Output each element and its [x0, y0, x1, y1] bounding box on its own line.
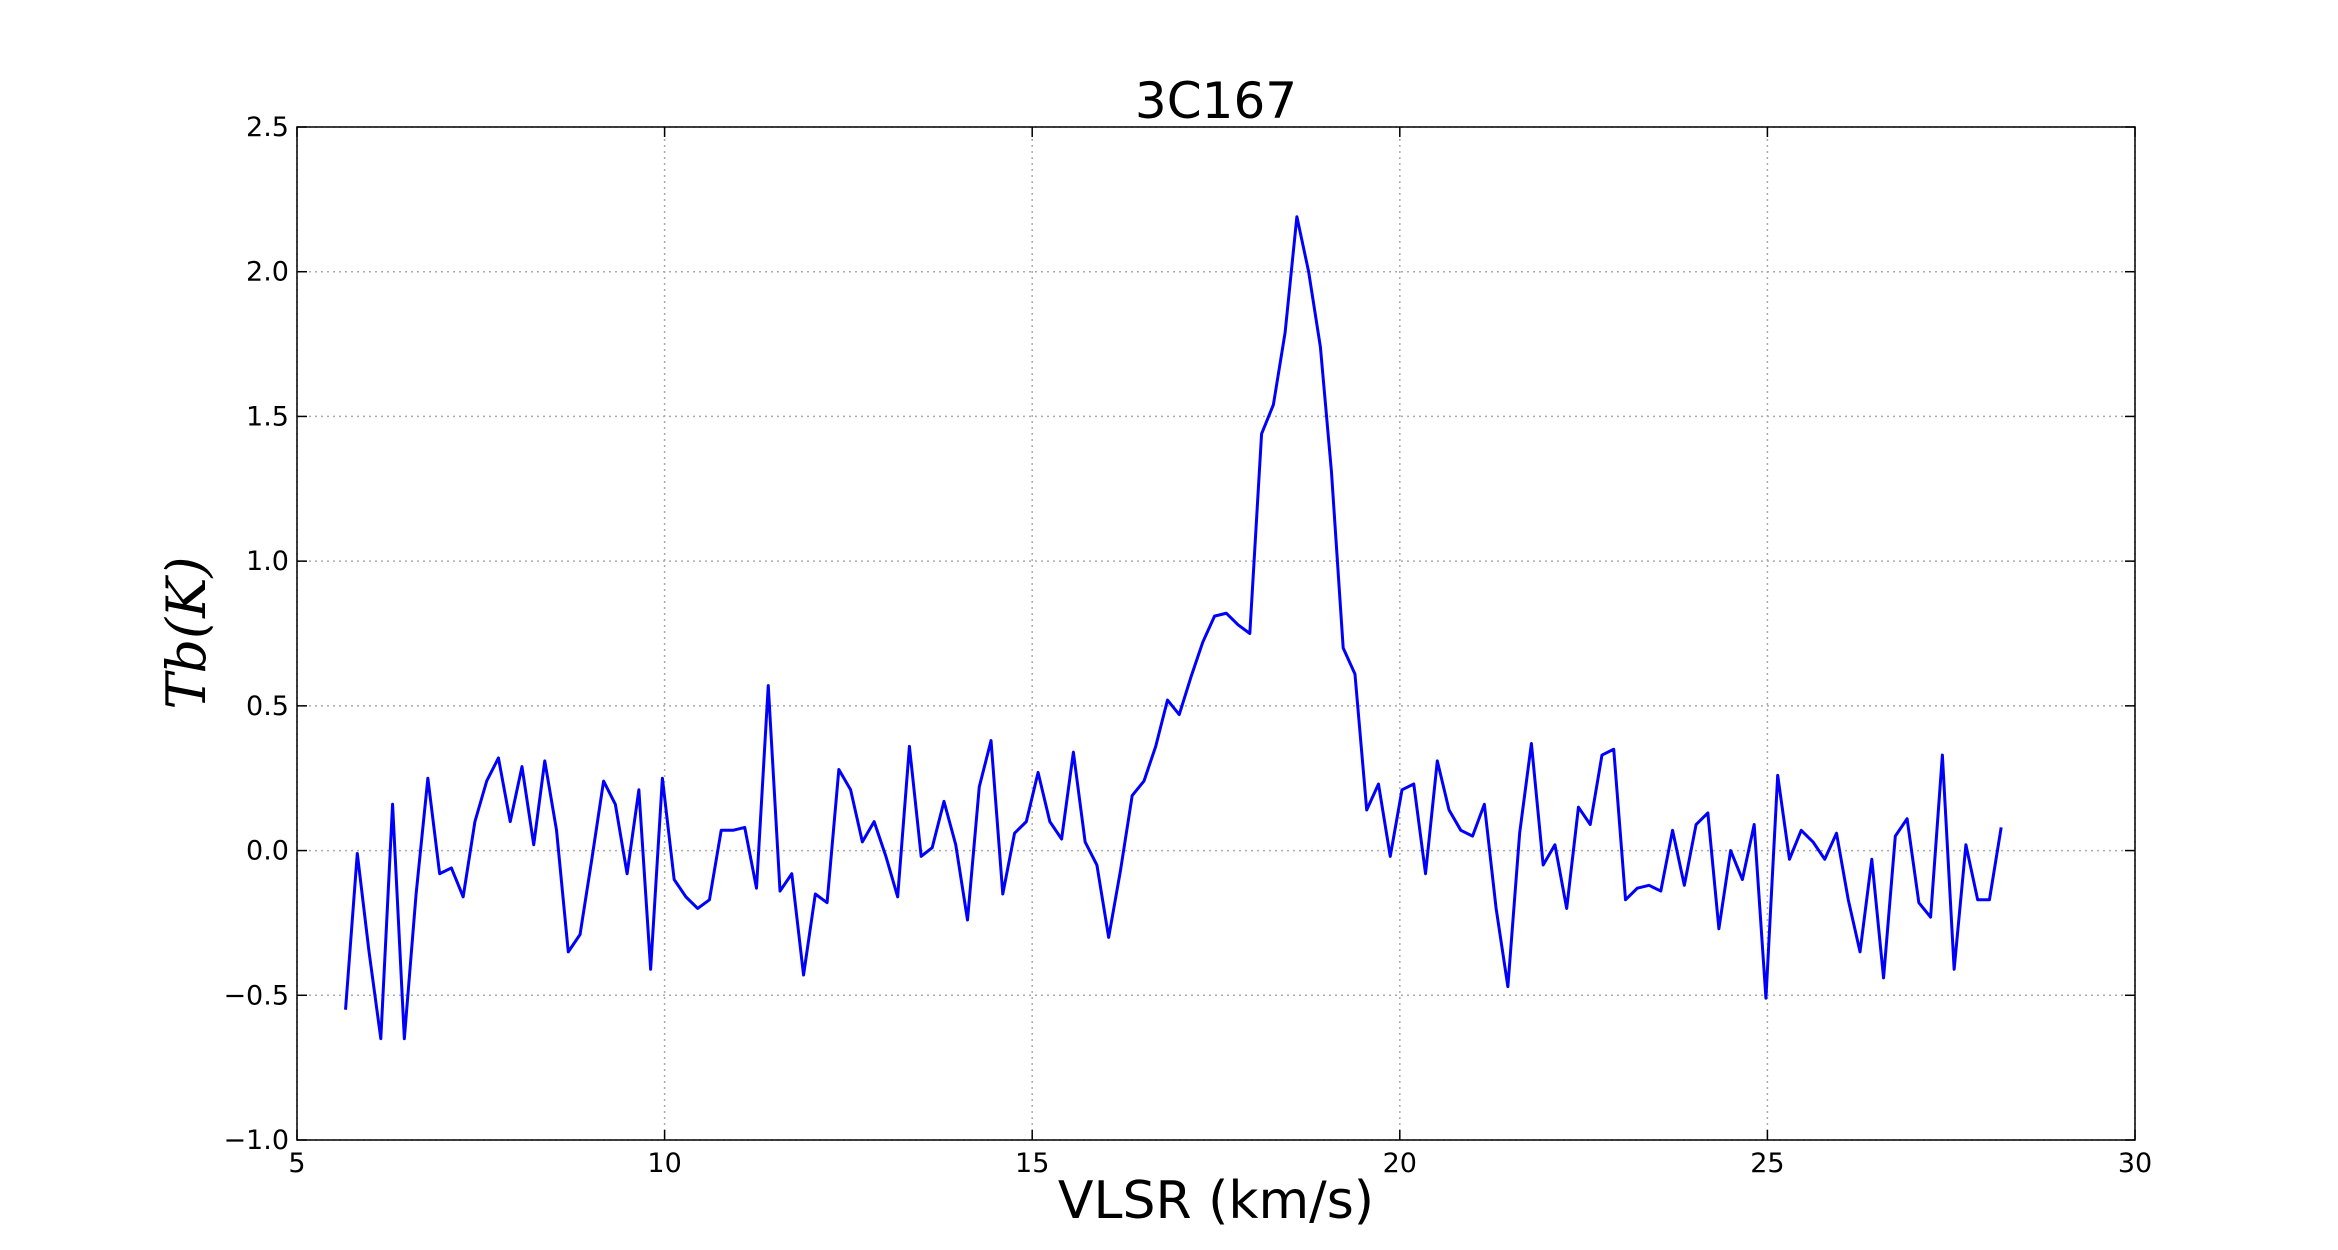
x-axis-label: VLSR (km/s): [1058, 1171, 1374, 1231]
y-tick-label: −0.5: [223, 980, 289, 1011]
y-tick-label: 1.5: [246, 401, 289, 432]
x-tick-label: 15: [1015, 1148, 1049, 1179]
y-tick-label: 2.5: [246, 112, 289, 143]
y-tick-label: 2.0: [246, 257, 289, 288]
data-line: [344, 215, 2003, 1041]
x-tick-label: 20: [1383, 1148, 1417, 1179]
x-tick-label: 5: [288, 1148, 305, 1179]
x-tick-label: 25: [1750, 1148, 1784, 1179]
y-tick-label: 0.5: [246, 691, 289, 722]
plot-frame: [296, 126, 2136, 1141]
y-tick-label: 0.0: [246, 836, 289, 867]
y-axis-label: Tb(K): [155, 556, 218, 709]
y-tick-label: −1.0: [223, 1125, 289, 1156]
y-tick-label: 1.0: [246, 546, 289, 577]
x-tick-label: 30: [2118, 1148, 2152, 1179]
x-tick-label: 10: [647, 1148, 681, 1179]
chart-title: 3C167: [1135, 72, 1297, 130]
